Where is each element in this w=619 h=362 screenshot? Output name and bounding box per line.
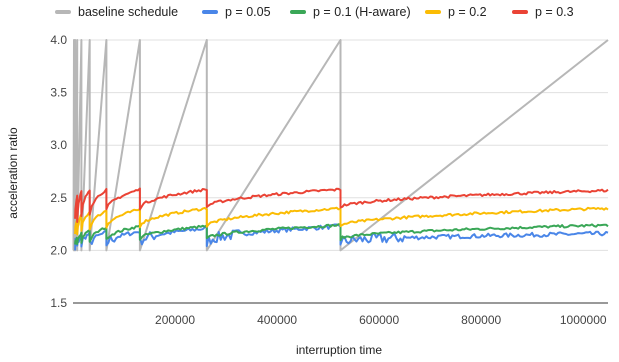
y-tick-label: 4.0 [50, 33, 67, 47]
x-tick-label: 400000 [257, 313, 297, 327]
x-axis-ticks: 200000 400000 600000 800000 1000000 [155, 313, 607, 327]
legend-item-baseline: baseline schedule [55, 3, 178, 21]
legend-item-p02: p = 0.2 [425, 3, 487, 21]
y-tick-label: 3.0 [50, 138, 67, 152]
x-tick-label: 800000 [461, 313, 501, 327]
legend-label-p02: p = 0.2 [448, 5, 487, 19]
legend-swatch-p02 [425, 10, 441, 14]
series-line-p01 [74, 223, 609, 246]
legend-swatch-baseline [55, 10, 71, 14]
legend-item-p03: p = 0.3 [512, 3, 574, 21]
x-tick-label: 200000 [155, 313, 195, 327]
legend-swatch-p03 [512, 10, 528, 14]
legend-label-p005: p = 0.05 [225, 5, 271, 19]
x-tick-label: 600000 [359, 313, 399, 327]
legend-label-p03: p = 0.3 [535, 5, 574, 19]
legend: baseline schedule p = 0.05 p = 0.1 (H-aw… [0, 3, 619, 21]
legend-label-baseline: baseline schedule [78, 5, 179, 19]
legend-swatch-p005 [202, 10, 218, 14]
series-lines [72, 39, 609, 252]
series-line-p02 [74, 206, 609, 236]
y-tick-label: 3.5 [50, 86, 67, 100]
series-line-p03 [74, 187, 609, 223]
legend-item-p005: p = 0.05 [202, 3, 271, 21]
y-axis-title: acceleration ratio [6, 127, 20, 219]
legend-item-p01: p = 0.1 (H-aware) [290, 3, 411, 21]
y-tick-label: 2.5 [50, 191, 67, 205]
y-tick-label: 1.5 [50, 296, 67, 310]
y-tick-label: 2.0 [50, 243, 67, 257]
x-axis-title: interruption time [296, 343, 382, 357]
x-tick-label: 1000000 [560, 313, 607, 327]
legend-label-p01: p = 0.1 (H-aware) [313, 5, 411, 19]
y-axis-ticks: 1.5 2.0 2.5 3.0 3.5 4.0 [50, 33, 67, 310]
legend-swatch-p01 [290, 10, 306, 14]
